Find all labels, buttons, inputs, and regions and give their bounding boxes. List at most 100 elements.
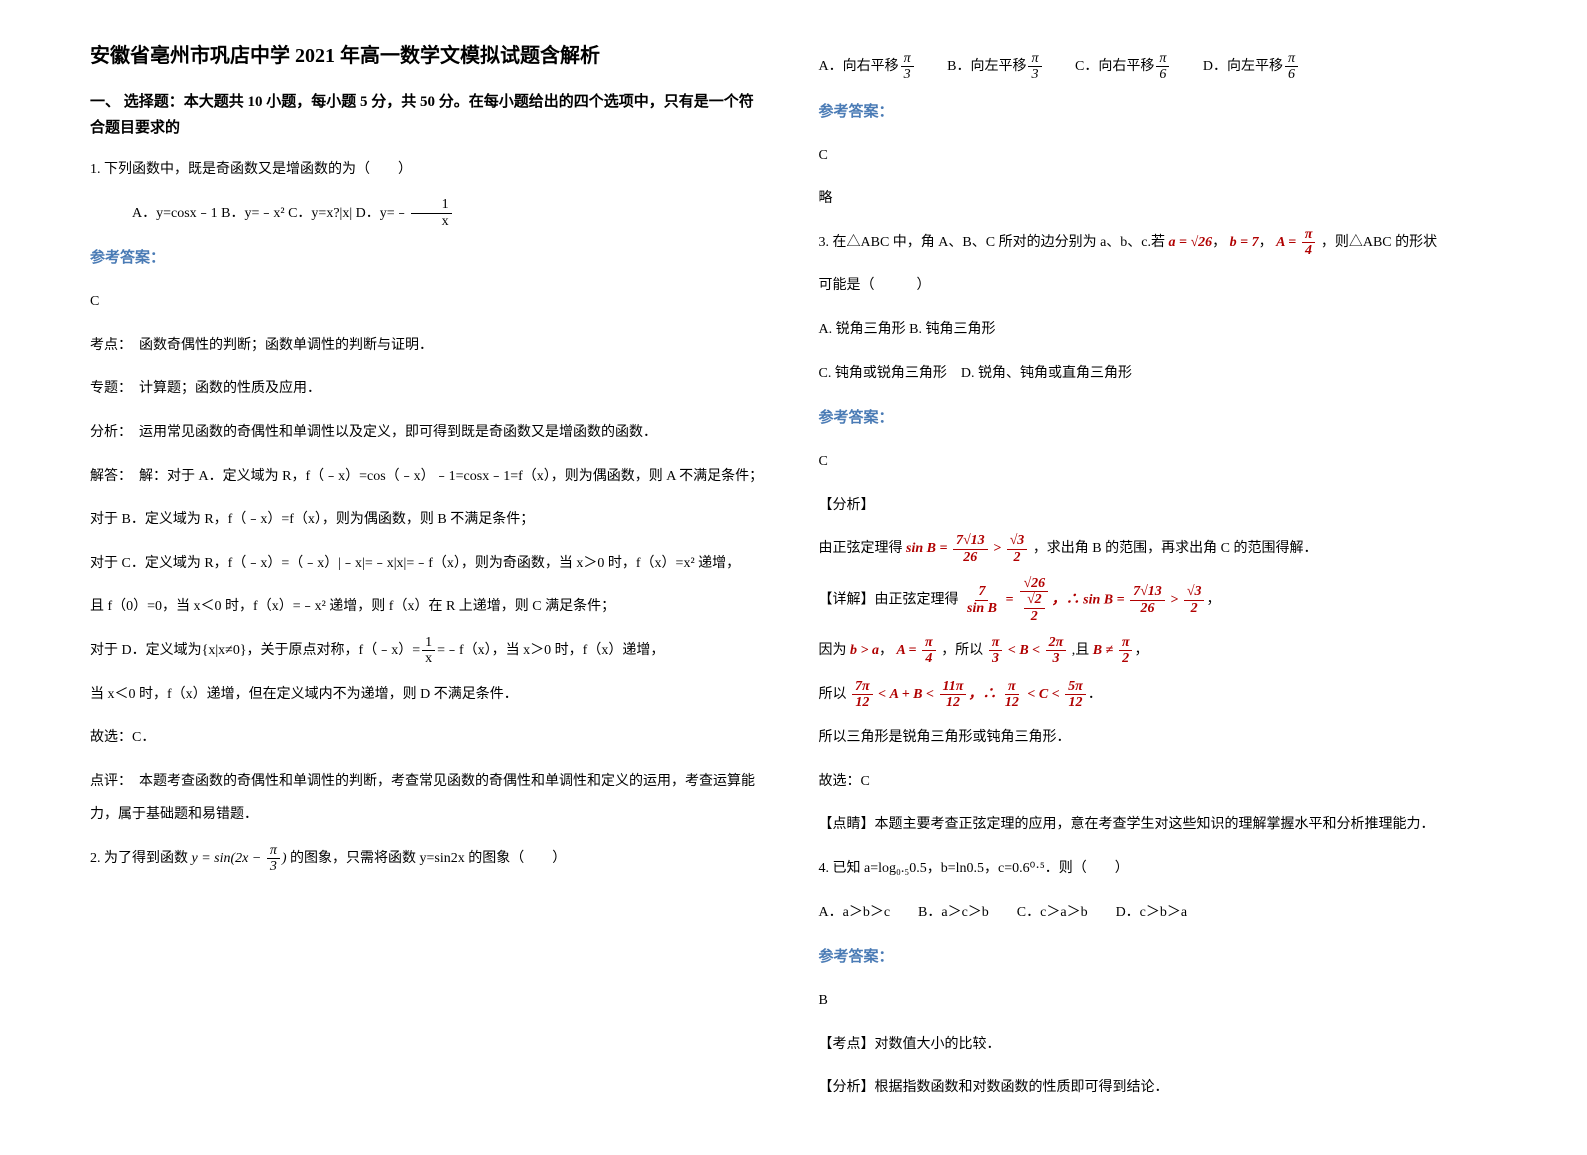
q1-kaodian: 考点： 函数奇偶性的判断；函数单调性的判断与证明． (90, 329, 769, 363)
q3-stem-pre: 3. 在△ABC 中，角 A、B、C 所对的边分别为 a、b、c.若 (819, 235, 1169, 250)
answer-label-2: 参考答案： (819, 96, 1498, 129)
q3-A-lhs: A = (1276, 235, 1300, 250)
q4-stem: 4. 已知 a=log₀.₅0.5，b=ln0.5，c=0.6⁰·⁵．则（ ） (819, 852, 1498, 886)
frac-pi-3: π3 (267, 843, 280, 875)
det-so: ，∴ sin B = (1052, 592, 1128, 607)
frac-pi-4: π4 (1302, 227, 1316, 259)
q1-answer: C (90, 285, 769, 319)
q1-options-text: A．y=cosx﹣1 B．y=﹣x² C．y=x?|x| D．y=﹣ (118, 206, 409, 221)
det-f2: √26√22 (1019, 576, 1050, 624)
det-f3: 7√1326 (1130, 584, 1165, 616)
det-f4: √32 (1184, 584, 1205, 616)
q4-fenxi: 【分析】根据指数函数和对数函数的性质即可得到结论． (819, 1071, 1498, 1105)
q3-opts-cd: C. 钝角或锐角三角形 D. 锐角、钝角或直角三角形 (819, 357, 1498, 391)
q1-zhuanti: 专题： 计算题；函数的性质及应用． (90, 372, 769, 406)
q2-answer: C (819, 139, 1498, 173)
c-l: π12 (1002, 679, 1022, 711)
B-lt: < B < (1004, 643, 1043, 658)
q1-sol-d-post: =﹣f（x），当 x＞0 时，f（x）递增， (437, 643, 664, 658)
q3-a: a = √26 (1169, 235, 1213, 250)
ab-l: 7π12 (852, 679, 873, 711)
q1-sol-c: 对于 C．定义域为 R，f（﹣x）=（﹣x）|﹣x|=﹣x|x|=﹣f（x），则… (90, 547, 769, 581)
A-pi4-2: A = (896, 643, 920, 658)
q3-sinB: sin B = (906, 541, 951, 556)
q3-so: ，所以 (941, 643, 987, 658)
q2-opt-a: A．向右平移 (819, 59, 899, 74)
q1-dianping: 点评： 本题考查函数的奇偶性和单调性的判断，考查常见函数的奇偶性和单调性和定义的… (90, 765, 769, 832)
det-f1: 7sin B (964, 584, 1000, 616)
q2-opt-b: B．向左平移 (947, 59, 1026, 74)
q1-sol-end: 故选：C． (90, 721, 769, 755)
frac-7r13-26: 7√1326 (953, 533, 988, 565)
B-r: 2π3 (1046, 635, 1067, 667)
q3-stem-post: ，则△ABC 的形状 (1321, 235, 1437, 250)
inner-frac: √22 (1024, 592, 1045, 624)
q3-detail: 【详解】由正弦定理得 7sin B = √26√22，∴ sin B = 7√1… (819, 576, 1498, 624)
q3-stem-line2: 可能是（ ） (819, 269, 1498, 303)
q1-stem: 1. 下列函数中，既是奇函数又是增函数的为（ ） (90, 153, 769, 187)
gt: > (990, 541, 1005, 556)
q3-opts-ab: A. 锐角三角形 B. 钝角三角形 (819, 313, 1498, 347)
q1-sol-d: 对于 D．定义域为{x|x≠0}，关于原点对称，f（﹣x）=1x=﹣f（x），当… (90, 634, 769, 668)
q3-because-label: 因为 (819, 643, 851, 658)
q3-choose: 故选：C (819, 765, 1498, 799)
frac-pi-2: π2 (1119, 635, 1133, 667)
left-column: 安徽省亳州市巩店中学 2021 年高一数学文模拟试题含解析 一、 选择题：本大题… (90, 40, 769, 1115)
q2-func: y = sin(2x − (192, 851, 265, 866)
q1-fenxi: 分析： 运用常见函数的奇偶性和单调性以及定义，即可得到既是奇函数又是增函数的函数… (90, 416, 769, 450)
q1-sol-a: 解答： 解：对于 A．定义域为 R，f（﹣x）=cos（﹣x）﹣1=cosx﹣1… (90, 460, 769, 494)
ba: b > a (850, 643, 879, 658)
ab-r: 11π12 (940, 679, 967, 711)
frac-pi-6-d: π6 (1285, 51, 1298, 83)
q3-b: b = 7 (1230, 235, 1259, 250)
c-mid: < C < (1024, 687, 1063, 702)
answer-label-3: 参考答案： (819, 402, 1498, 435)
q1-sol-d2: 当 x＜0 时，f（x）递增，但在定义域内不为递增，则 D 不满足条件． (90, 678, 769, 712)
frac-pi-3-b: π3 (1028, 51, 1041, 83)
det-gt: > (1167, 592, 1182, 607)
q3-stem: 3. 在△ABC 中，角 A、B、C 所对的边分别为 a、b、c.若 a = √… (819, 226, 1498, 260)
q3-answer: C (819, 445, 1498, 479)
q4-answer: B (819, 984, 1498, 1018)
q3-fenxi-pre: 由正弦定理得 (819, 541, 907, 556)
page-title: 安徽省亳州市巩店中学 2021 年高一数学文模拟试题含解析 (90, 40, 769, 72)
q1-sol-b: 对于 B．定义域为 R，f（﹣x）=f（x），则为偶函数，则 B 不满足条件； (90, 503, 769, 537)
q2-options: A．向右平移π3 B．向左平移π3 C．向右平移π6 D．向左平移π6 (819, 50, 1498, 84)
close-paren: ) (282, 851, 287, 866)
q3-so2: 所以 7π12 < A + B < 11π12，∴ π12 < C < 5π12… (819, 678, 1498, 712)
q2-opt-d: D．向左平移 (1203, 59, 1283, 74)
answer-label: 参考答案： (90, 242, 769, 275)
q4-kaodian: 【考点】对数值大小的比较． (819, 1028, 1498, 1062)
frac-1-x: 1x (411, 197, 452, 229)
q3-dianjing: 【点睛】本题主要考查正弦定理的应用，意在考查学生对这些知识的理解掌握水平和分析推… (819, 808, 1498, 842)
q3-because: 因为 b > a， A = π4 ，所以 π3 < B < 2π3 ,且 B ≠… (819, 634, 1498, 668)
q3-fenxi: 由正弦定理得 sin B = 7√1326 > √32 ，求出角 B 的范围，再… (819, 532, 1498, 566)
c-r: 5π12 (1065, 679, 1086, 711)
q4-opts: A．a＞b＞c B．a＞c＞b C．c＞a＞b D．c＞b＞a (819, 896, 1498, 930)
q1-sol-c2: 且 f（0）=0，当 x＜0 时，f（x）=﹣x² 递增，则 f（x）在 R 上… (90, 590, 769, 624)
q2-stem-pre: 2. 为了得到函数 (90, 851, 192, 866)
q1-options: A．y=cosx﹣1 B．y=﹣x² C．y=x?|x| D．y=﹣1x (90, 197, 769, 231)
q1-sol-d-pre: 对于 D．定义域为{x|x≠0}，关于原点对称，f（﹣x）= (90, 643, 420, 658)
q2-opt-c: C．向右平移 (1075, 59, 1154, 74)
q3-and: ,且 (1072, 643, 1093, 658)
q2-stem: 2. 为了得到函数 y = sin(2x − π3) 的图象，只需将函数 y=s… (90, 842, 769, 876)
section-header: 一、 选择题：本大题共 10 小题，每小题 5 分，共 50 分。在每小题给出的… (90, 90, 769, 141)
q3-concl: 所以三角形是锐角三角形或钝角三角形． (819, 721, 1498, 755)
frac-1-x-d: 1x (422, 635, 435, 667)
frac-r3-2: √32 (1007, 533, 1028, 565)
frac-pi-4-2: π4 (922, 635, 936, 667)
q3-so2-label: 所以 (819, 687, 851, 702)
B-l: π3 (989, 635, 1003, 667)
q3-fenxi-label: 【分析】 (819, 489, 1498, 523)
answer-label-4: 参考答案： (819, 941, 1498, 974)
frac-pi-3-a: π3 (901, 51, 914, 83)
right-column: A．向右平移π3 B．向左平移π3 C．向右平移π6 D．向左平移π6 参考答案… (819, 40, 1498, 1115)
q2-stem-post: 的图象，只需将函数 y=sin2x 的图象（ ） (290, 851, 566, 866)
q2-lue: 略 (819, 182, 1498, 216)
nested-frac: √22 (1019, 592, 1050, 624)
c-so: ，∴ (968, 687, 1000, 702)
ab-mid: < A + B < (875, 687, 938, 702)
q3-detail-label: 【详解】由正弦定理得 (819, 592, 963, 607)
det-eq: = (1002, 592, 1017, 607)
